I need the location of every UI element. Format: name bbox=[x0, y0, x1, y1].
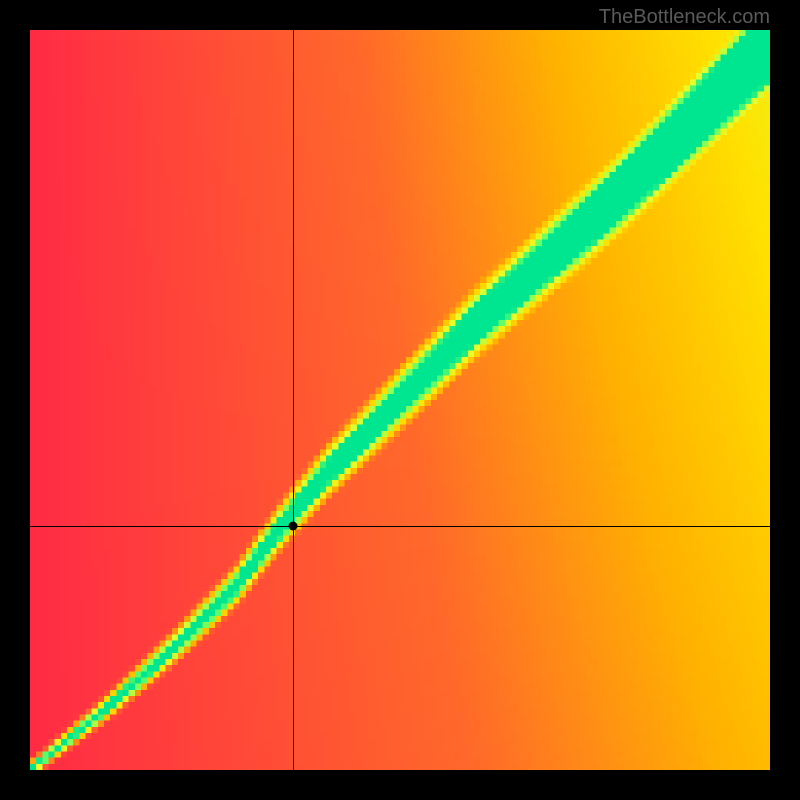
heatmap-plot bbox=[30, 30, 770, 770]
crosshair-horizontal bbox=[30, 526, 770, 527]
crosshair-vertical bbox=[293, 30, 294, 770]
heatmap-canvas bbox=[30, 30, 770, 770]
watermark-text: TheBottleneck.com bbox=[599, 6, 770, 29]
marker-dot bbox=[288, 521, 297, 530]
chart-container: TheBottleneck.com bbox=[0, 0, 800, 800]
